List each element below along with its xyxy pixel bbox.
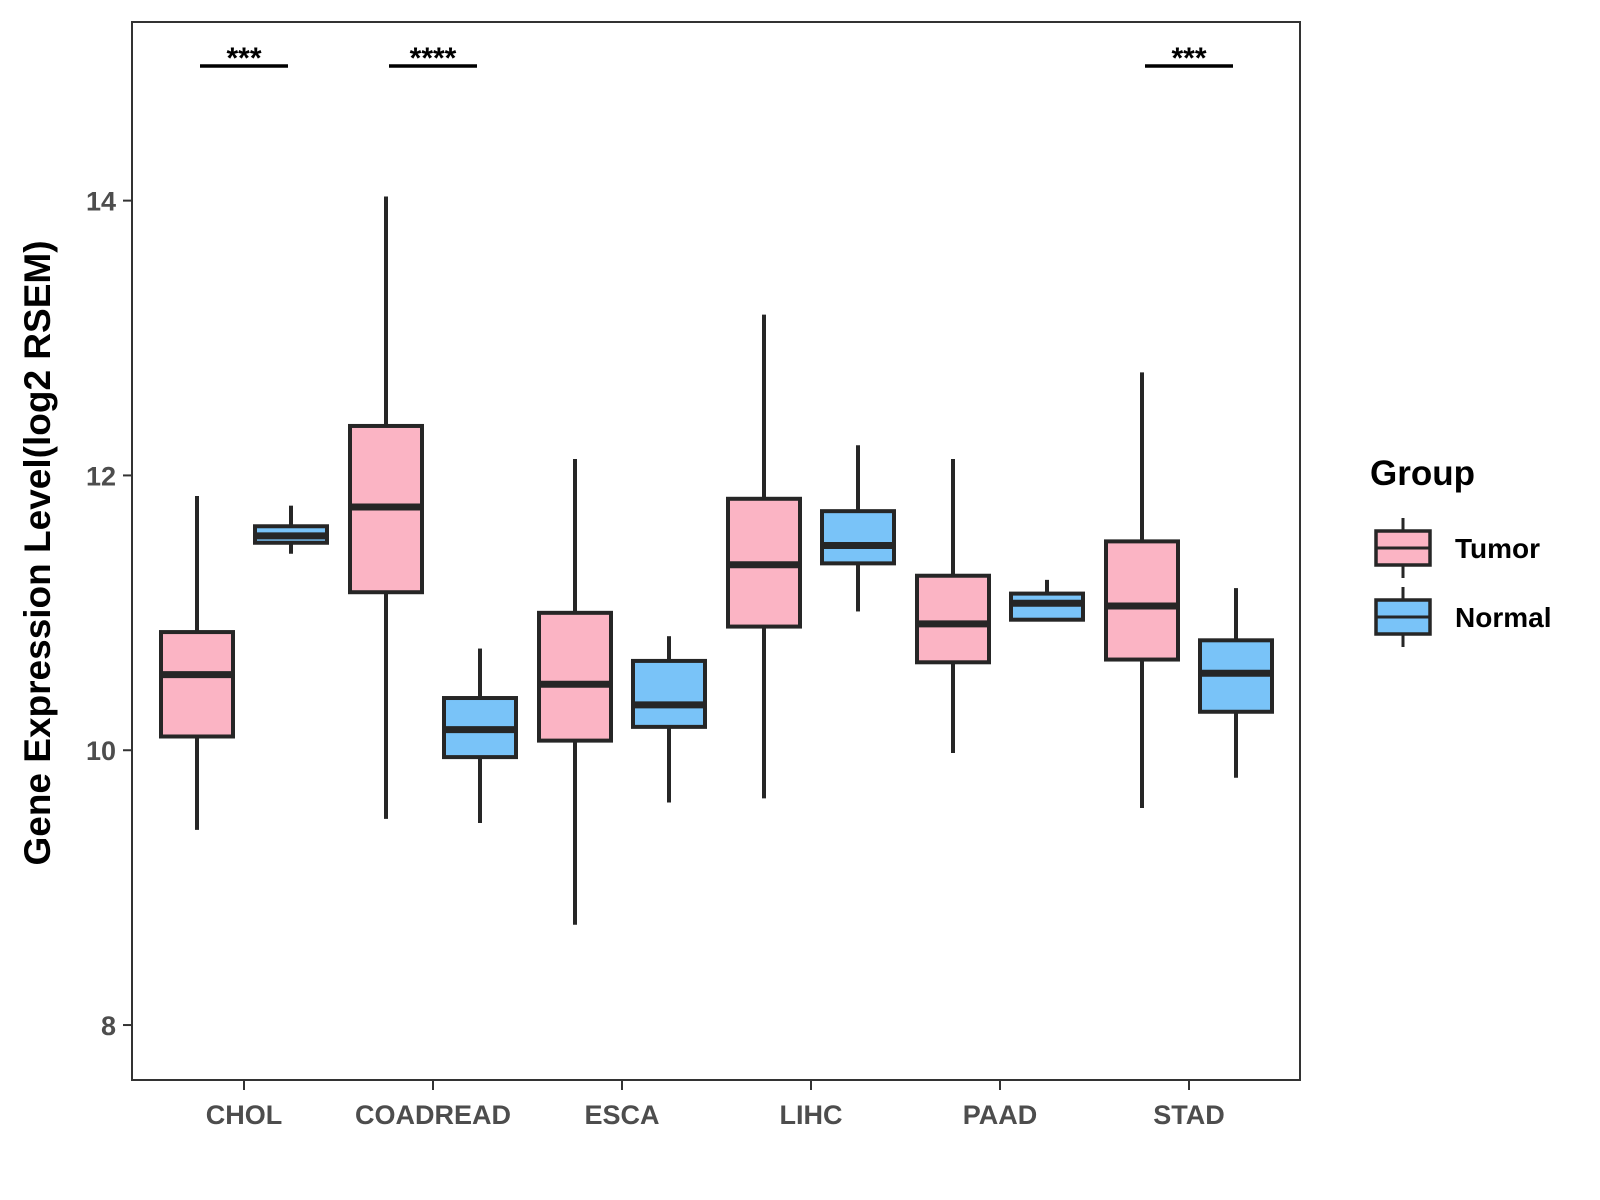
significance-label: *** <box>1171 42 1206 75</box>
tumor-box-esca <box>537 458 613 925</box>
y-tick-label: 12 <box>86 461 116 491</box>
normal-box-esca <box>631 636 707 803</box>
normal-box-coadread <box>442 648 518 824</box>
x-tick-label-esca: ESCA <box>584 1100 659 1130</box>
significance-coadread: **** <box>389 42 477 75</box>
normal-box-stad <box>1198 588 1274 778</box>
tumor-box-coadread <box>348 196 424 819</box>
legend-item-tumor: Tumor <box>1374 518 1540 578</box>
significance-label: *** <box>226 42 261 75</box>
significance-label: **** <box>410 42 457 75</box>
normal-box-paad <box>1009 579 1085 622</box>
panel-border <box>131 21 1301 1081</box>
x-tick-label-coadread: COADREAD <box>355 1100 511 1130</box>
legend-label-normal: Normal <box>1455 602 1551 633</box>
tumor-box-lihc <box>726 314 802 799</box>
significance-chol: *** <box>200 42 288 75</box>
axes: 8 10 12 14 CHOL COADREAD ESCA LIHC PAAD STAD <box>86 21 1301 1130</box>
plot-area: *** **** *** <box>159 42 1274 925</box>
box-body <box>915 573 991 665</box>
tumor-box-chol <box>159 496 235 830</box>
y-tick-label: 8 <box>101 1011 116 1041</box>
legend: Group Tumor Normal <box>1370 454 1551 647</box>
box-body <box>537 610 613 743</box>
legend-label-tumor: Tumor <box>1455 533 1540 564</box>
legend-item-normal: Normal <box>1374 587 1551 647</box>
y-tick-label: 10 <box>86 736 116 766</box>
box-body <box>159 630 235 739</box>
box-body <box>1104 539 1180 662</box>
box-body <box>631 658 707 729</box>
box-body <box>820 509 896 566</box>
normal-box-lihc <box>820 445 896 612</box>
y-tick-label: 14 <box>86 187 116 217</box>
x-tick-label-paad: PAAD <box>963 1100 1038 1130</box>
tumor-box-stad <box>1104 372 1180 808</box>
significance-stad: *** <box>1145 42 1233 75</box>
tumor-box-paad <box>915 458 991 753</box>
normal-box-chol <box>253 505 329 554</box>
y-axis-title: Gene Expression Level(log2 RSEM) <box>17 240 58 865</box>
x-tick-label-lihc: LIHC <box>780 1100 843 1130</box>
x-tick-label-chol: CHOL <box>206 1100 283 1130</box>
x-tick-label-stad: STAD <box>1153 1100 1225 1130</box>
legend-title: Group <box>1370 454 1475 493</box>
